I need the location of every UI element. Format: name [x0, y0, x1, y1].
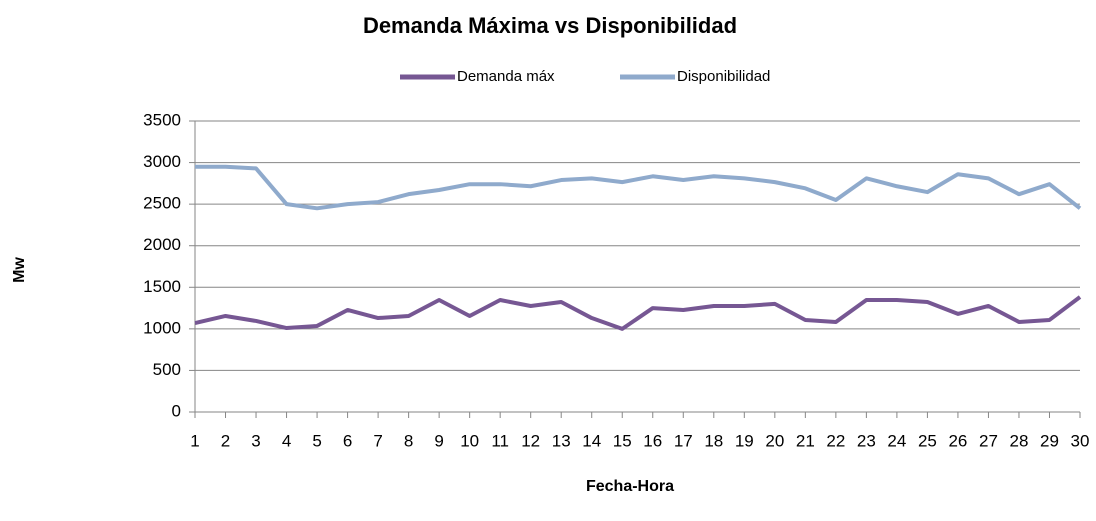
y-tick-label: 2500: [143, 194, 181, 213]
x-tick-label: 21: [796, 431, 815, 450]
y-tick-label: 1500: [143, 277, 181, 296]
series-line: [194, 295, 1082, 331]
x-tick-label: 20: [765, 431, 784, 450]
x-tick-label: 30: [1071, 431, 1090, 450]
x-tick-label: 28: [1010, 431, 1029, 450]
x-tick-label: 10: [460, 431, 479, 450]
legend-label: Disponibilidad: [677, 68, 770, 85]
x-tick-label: 22: [826, 431, 845, 450]
x-tick-label: 9: [434, 431, 443, 450]
legend-label: Demanda máx: [457, 68, 555, 85]
x-tick-label: 8: [404, 431, 413, 450]
series-line: [195, 164, 1082, 211]
x-tick-label: 24: [887, 431, 906, 450]
x-tick-label: 27: [979, 431, 998, 450]
x-tick-label: 18: [704, 431, 723, 450]
x-tick-label: 19: [735, 431, 754, 450]
x-tick-label: 17: [674, 431, 693, 450]
x-tick-label: 12: [521, 431, 540, 450]
x-tick-label: 2: [221, 431, 230, 450]
x-tick-label: 7: [373, 431, 382, 450]
y-tick-label: 1000: [143, 318, 181, 337]
y-tick-label: 2000: [143, 235, 181, 254]
chart-title: Demanda Máxima vs Disponibilidad: [363, 13, 737, 38]
x-tick-label: 14: [582, 431, 601, 450]
x-axis-title: Fecha-Hora: [586, 478, 674, 495]
x-tick-label: 29: [1040, 431, 1059, 450]
x-tick-label: 4: [282, 431, 291, 450]
y-tick-label: 3000: [143, 152, 181, 171]
y-tick-label: 500: [153, 360, 181, 379]
x-tick-label: 6: [343, 431, 352, 450]
x-tick-label: 15: [613, 431, 632, 450]
x-tick-label: 13: [552, 431, 571, 450]
x-tick-label: 11: [491, 431, 509, 450]
x-tick-label: 25: [918, 431, 937, 450]
x-tick-label: 26: [948, 431, 967, 450]
x-tick-label: 3: [251, 431, 260, 450]
x-tick-label: 1: [190, 431, 199, 450]
x-tick-label: 23: [857, 431, 876, 450]
y-tick-label: 3500: [143, 110, 181, 129]
x-tick-label: 5: [312, 431, 321, 450]
y-tick-label: 0: [172, 401, 181, 420]
x-tick-label: 16: [643, 431, 662, 450]
y-axis-title: Mw: [11, 257, 28, 283]
